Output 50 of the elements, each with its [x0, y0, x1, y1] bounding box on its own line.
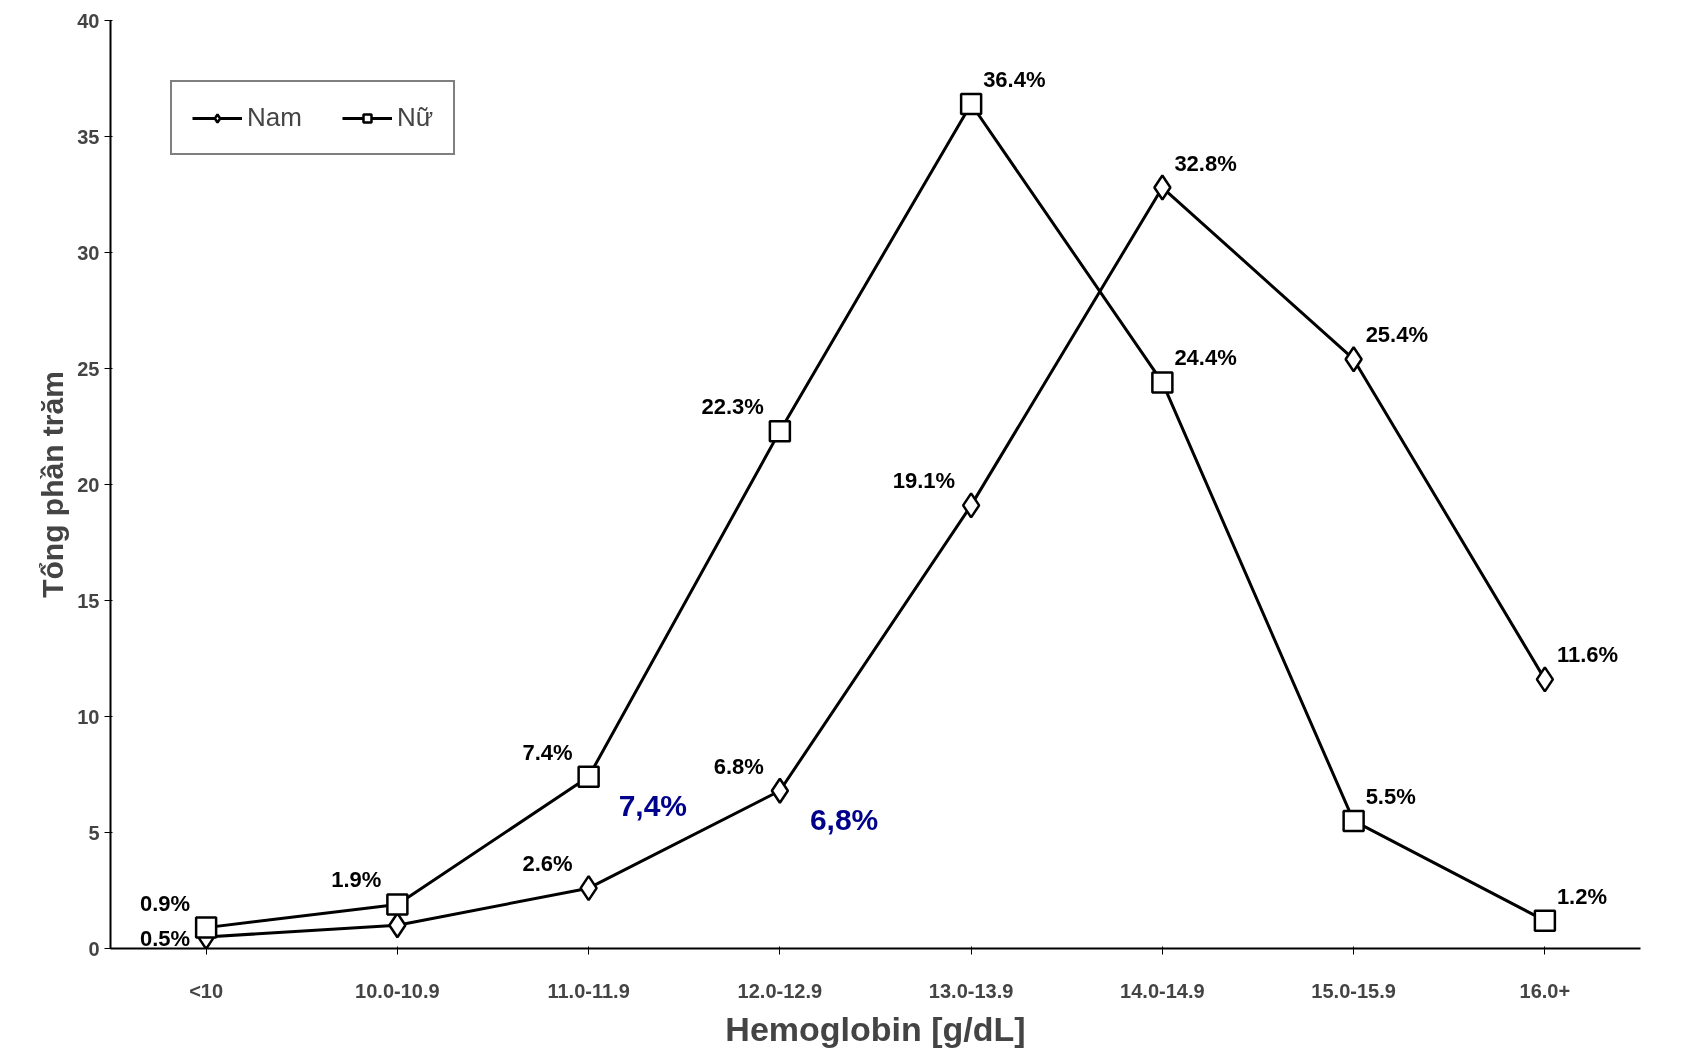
point	[1342, 809, 1365, 833]
point	[194, 916, 218, 939]
x-tick-label: 11.0-11.9	[547, 979, 630, 1002]
data-label: 24.4%	[1174, 345, 1237, 371]
data-label: 11.6%	[1556, 642, 1619, 668]
data-label: 1.2%	[1556, 883, 1608, 909]
data-label: 36.4%	[983, 67, 1046, 93]
y-axis-title: Tổng phần trăm	[36, 371, 70, 598]
point	[386, 893, 409, 916]
x-tick-label: 13.0-13.9	[928, 979, 1014, 1002]
data-label: 6.8%	[713, 753, 764, 779]
x-tick-label: 16.0+	[1519, 979, 1571, 1002]
y-tick-label: 35	[77, 125, 100, 148]
point	[1535, 666, 1555, 693]
annotation: 6,8%	[809, 802, 879, 836]
point	[1151, 371, 1174, 394]
y-tick-label: 20	[77, 473, 100, 496]
point	[959, 92, 983, 116]
data-label: 19.1%	[892, 468, 956, 494]
point	[1153, 174, 1172, 201]
y-tick-label: 40	[77, 9, 100, 32]
data-label: 7.4%	[522, 739, 573, 765]
annotation: 7,4%	[618, 788, 688, 822]
data-label: 25.4%	[1365, 322, 1429, 348]
data-label: 0.5%	[139, 925, 191, 951]
data-label: 32.8%	[1174, 150, 1237, 176]
data-label: 2.6%	[522, 851, 573, 877]
x-tick-label: 14.0-14.9	[1120, 979, 1205, 1002]
y-tick-label: 25	[77, 357, 100, 380]
y-tick-label: 0	[88, 937, 100, 960]
point	[768, 419, 792, 443]
x-tick-label: 10.0-10.9	[355, 979, 440, 1002]
y-tick-label: 15	[77, 589, 100, 612]
x-tick-label: 12.0-12.9	[737, 979, 823, 1002]
y-tick-label: 5	[88, 821, 100, 844]
x-tick-label: 15.0-15.9	[1311, 979, 1396, 1002]
y-tick-label: 10	[77, 705, 100, 728]
point	[770, 777, 790, 804]
point	[961, 492, 981, 519]
data-label: 22.3%	[701, 394, 764, 420]
point	[577, 765, 600, 789]
x-axis-title: Hemoglobin [g/dL]	[725, 1009, 1026, 1048]
point	[1533, 909, 1557, 932]
data-label: 0.9%	[139, 890, 191, 916]
legend-label: Nữ	[396, 102, 434, 133]
x-tick-label: <10	[189, 979, 224, 1002]
data-label: 5.5%	[1365, 783, 1416, 809]
data-label: 1.9%	[331, 867, 382, 893]
legend-label: Nam	[247, 102, 302, 133]
y-tick-label: 30	[77, 241, 100, 264]
